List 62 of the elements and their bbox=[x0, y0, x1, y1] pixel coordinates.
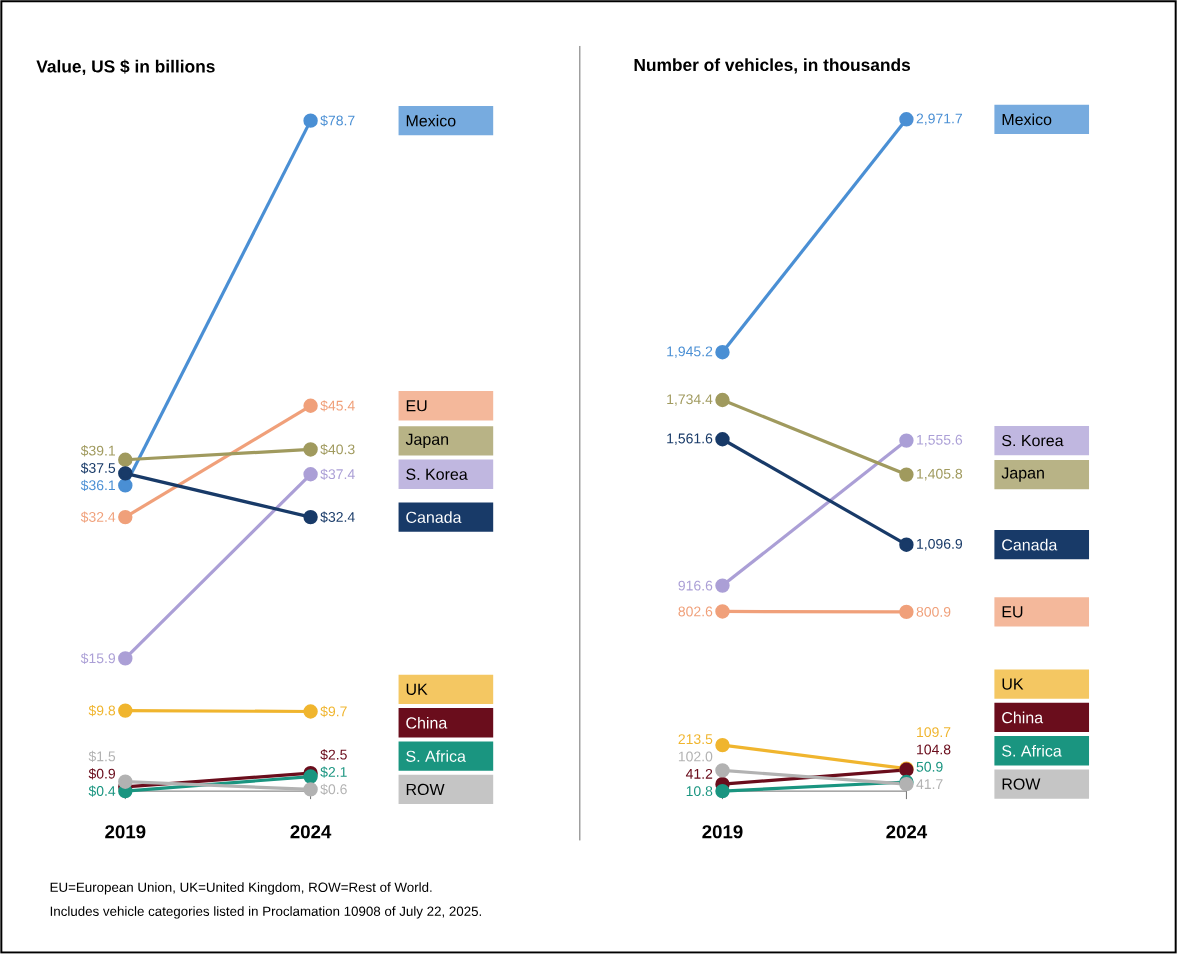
data-label: 50.9 bbox=[916, 761, 943, 772]
data-label: $37.5 bbox=[80, 462, 116, 474]
text: Canada bbox=[406, 511, 462, 524]
chart-title: Value, US $ in billions bbox=[36, 59, 215, 76]
text: S. Africa bbox=[406, 750, 466, 763]
text: S. Africa bbox=[1002, 745, 1062, 757]
data-label: $32.4 bbox=[320, 511, 355, 523]
data-label: 802.6 bbox=[678, 606, 713, 617]
data-label: $39.1 bbox=[80, 445, 115, 457]
data-label: $0.4 bbox=[88, 785, 116, 797]
text: S. Korea bbox=[406, 468, 468, 481]
text: ROW bbox=[406, 783, 445, 796]
chart-title: Number of vehicles, in thousands bbox=[634, 58, 911, 74]
data-label: 213.5 bbox=[678, 734, 713, 745]
data-label: $2.1 bbox=[320, 766, 347, 778]
x-tick-label: 2024 bbox=[886, 825, 928, 839]
data-label: 1,555.6 bbox=[917, 434, 963, 447]
data-label: 10.8 bbox=[686, 786, 713, 797]
text: EU=European Union, UK=United Kingdom, ROW=Rest of World. bbox=[50, 882, 432, 895]
data-label: $45.4 bbox=[320, 400, 355, 412]
text: S. Korea bbox=[1002, 435, 1064, 447]
data-label: $37.4 bbox=[320, 468, 355, 481]
data-label: 1,561.6 bbox=[667, 433, 713, 446]
data-label: $78.7 bbox=[320, 115, 355, 127]
text: UK bbox=[1002, 678, 1024, 690]
data-label: 1,734.4 bbox=[667, 394, 713, 406]
data-label: 1,945.2 bbox=[667, 346, 713, 359]
text: Canada bbox=[1002, 538, 1058, 551]
data-label: 1,405.8 bbox=[917, 468, 963, 481]
data-label: $9.7 bbox=[320, 705, 347, 718]
text: Mexico bbox=[1002, 113, 1052, 126]
data-label: 41.2 bbox=[685, 769, 713, 779]
data-label: $9.8 bbox=[88, 705, 116, 717]
data-label: $0.6 bbox=[320, 783, 347, 796]
data-label: 102.0 bbox=[678, 751, 713, 762]
data-label: 109.7 bbox=[917, 727, 951, 738]
text: China bbox=[406, 717, 448, 729]
x-tick-label: 2019 bbox=[702, 825, 743, 839]
data-label: $40.3 bbox=[320, 443, 355, 456]
data-label: 916.6 bbox=[678, 580, 713, 591]
data-label: 41.7 bbox=[916, 779, 943, 790]
text: Includes vehicle categories listed in Proclamation 10908 of July 22, 2025. bbox=[50, 906, 482, 919]
data-label: $1.5 bbox=[88, 750, 116, 763]
data-label: $2.5 bbox=[320, 749, 347, 761]
x-tick-label: 2024 bbox=[290, 825, 332, 839]
data-label: 800.9 bbox=[916, 607, 951, 617]
text: Japan bbox=[405, 433, 449, 449]
data-label: $0.9 bbox=[88, 768, 116, 780]
data-label: 2,971.7 bbox=[916, 113, 962, 126]
text: China bbox=[1002, 711, 1044, 724]
text: UK bbox=[406, 683, 428, 696]
text: EU bbox=[406, 400, 427, 412]
data-label: 104.8 bbox=[917, 744, 951, 755]
text: Japan bbox=[1001, 467, 1044, 482]
data-label: 1,096.9 bbox=[917, 539, 963, 551]
data-label: $32.4 bbox=[80, 511, 116, 523]
x-tick-label: 2019 bbox=[105, 825, 146, 839]
text: ROW bbox=[1002, 778, 1041, 790]
text: EU bbox=[1002, 606, 1023, 618]
text: Mexico bbox=[406, 114, 456, 127]
data-label: $36.1 bbox=[80, 479, 115, 492]
data-label: $15.9 bbox=[80, 652, 116, 665]
